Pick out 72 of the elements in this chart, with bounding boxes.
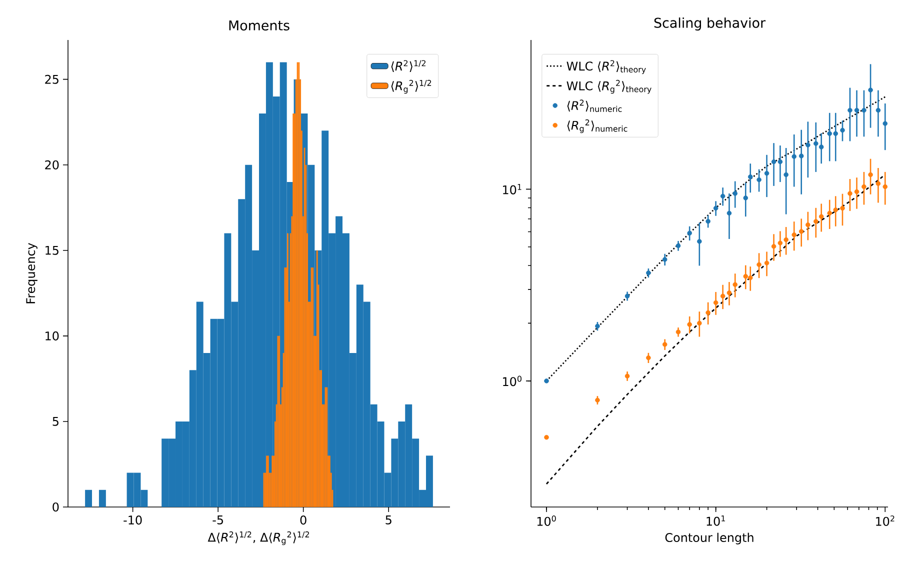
chart-title: Scaling behavior: [654, 17, 766, 31]
y-tick-label: 15: [46, 246, 58, 255]
point: [833, 207, 838, 212]
legend-label: ⟨R$_{g}$$^{2}$⟩$_{numeric}$: [567, 119, 628, 134]
point: [833, 131, 838, 136]
point: [713, 206, 718, 211]
point: [854, 189, 860, 194]
legend-label: WLC ⟨R$^{2}$⟩$_{theory}$: [566, 60, 646, 74]
y-tick-label: 20: [45, 160, 59, 170]
text: Δ⟨R$^{2}$⟩$^{1/2}$, Δ⟨R$_{g}$$^{2}$⟩$^{1/2}$: [208, 531, 309, 546]
point: [868, 172, 873, 178]
y-tick-label: 25: [45, 74, 58, 84]
point: [778, 240, 783, 246]
point: [827, 210, 832, 216]
point: [784, 237, 788, 242]
legend-label: ⟨R$^{2}$⟩$^{1/2}$: [391, 60, 426, 72]
point: [792, 154, 796, 159]
point: [862, 184, 866, 190]
point: [748, 174, 753, 180]
y-axis-title: Frequency: [26, 242, 38, 304]
point: [764, 170, 770, 176]
y-tick-label: 10: [46, 331, 59, 340]
point: [706, 310, 710, 316]
point: [706, 218, 710, 224]
x-tick-label: 10$^{0}$: [537, 515, 556, 526]
point: [806, 222, 810, 228]
point: [778, 159, 783, 164]
point: [771, 159, 776, 164]
point: [784, 172, 788, 178]
point: [756, 177, 762, 182]
point: [818, 214, 824, 219]
legend-label: WLC ⟨R$_{g}$$^{2}$⟩$_{theory}$: [566, 80, 652, 94]
point: [862, 108, 866, 113]
point: [840, 206, 845, 211]
x-tick-label: -10: [124, 516, 142, 525]
point: [840, 128, 845, 133]
y-tick-label: 0: [52, 502, 59, 512]
point: [818, 144, 824, 150]
x-tick-label: 5: [386, 516, 392, 524]
point: [827, 131, 832, 136]
point: [726, 210, 732, 216]
point: [720, 294, 726, 298]
point: [764, 260, 770, 266]
x-tick-label: 10$^{2}$: [876, 515, 894, 526]
point: [876, 108, 881, 113]
point: [882, 184, 888, 190]
chart-title: Moments: [229, 20, 290, 30]
point: [854, 108, 860, 113]
point: [726, 290, 732, 296]
point: [720, 194, 726, 199]
point: [792, 232, 796, 238]
point: [813, 219, 818, 224]
point: [806, 142, 810, 148]
x-axis-title: Contour length: [665, 532, 754, 544]
x-tick-label: 10$^{1}$: [706, 515, 725, 526]
x-tick-label: 0: [300, 516, 306, 525]
legend-label: ⟨R$_{g}$$^{2}$⟩$^{1/2}$: [391, 80, 432, 94]
point: [813, 141, 818, 146]
x-tick-label: -5: [212, 516, 223, 524]
point: [882, 121, 888, 126]
point: [771, 244, 776, 249]
point: [713, 300, 718, 306]
y-tick-label: 5: [52, 417, 58, 426]
point: [748, 275, 753, 280]
point: [848, 108, 852, 113]
point: [848, 191, 852, 196]
point: [798, 229, 804, 234]
legend-label: ⟨R$^{2}$⟩$_{numeric}$: [567, 100, 622, 112]
point: [798, 154, 804, 158]
point: [868, 88, 873, 92]
point: [876, 181, 881, 186]
point: [756, 262, 762, 268]
